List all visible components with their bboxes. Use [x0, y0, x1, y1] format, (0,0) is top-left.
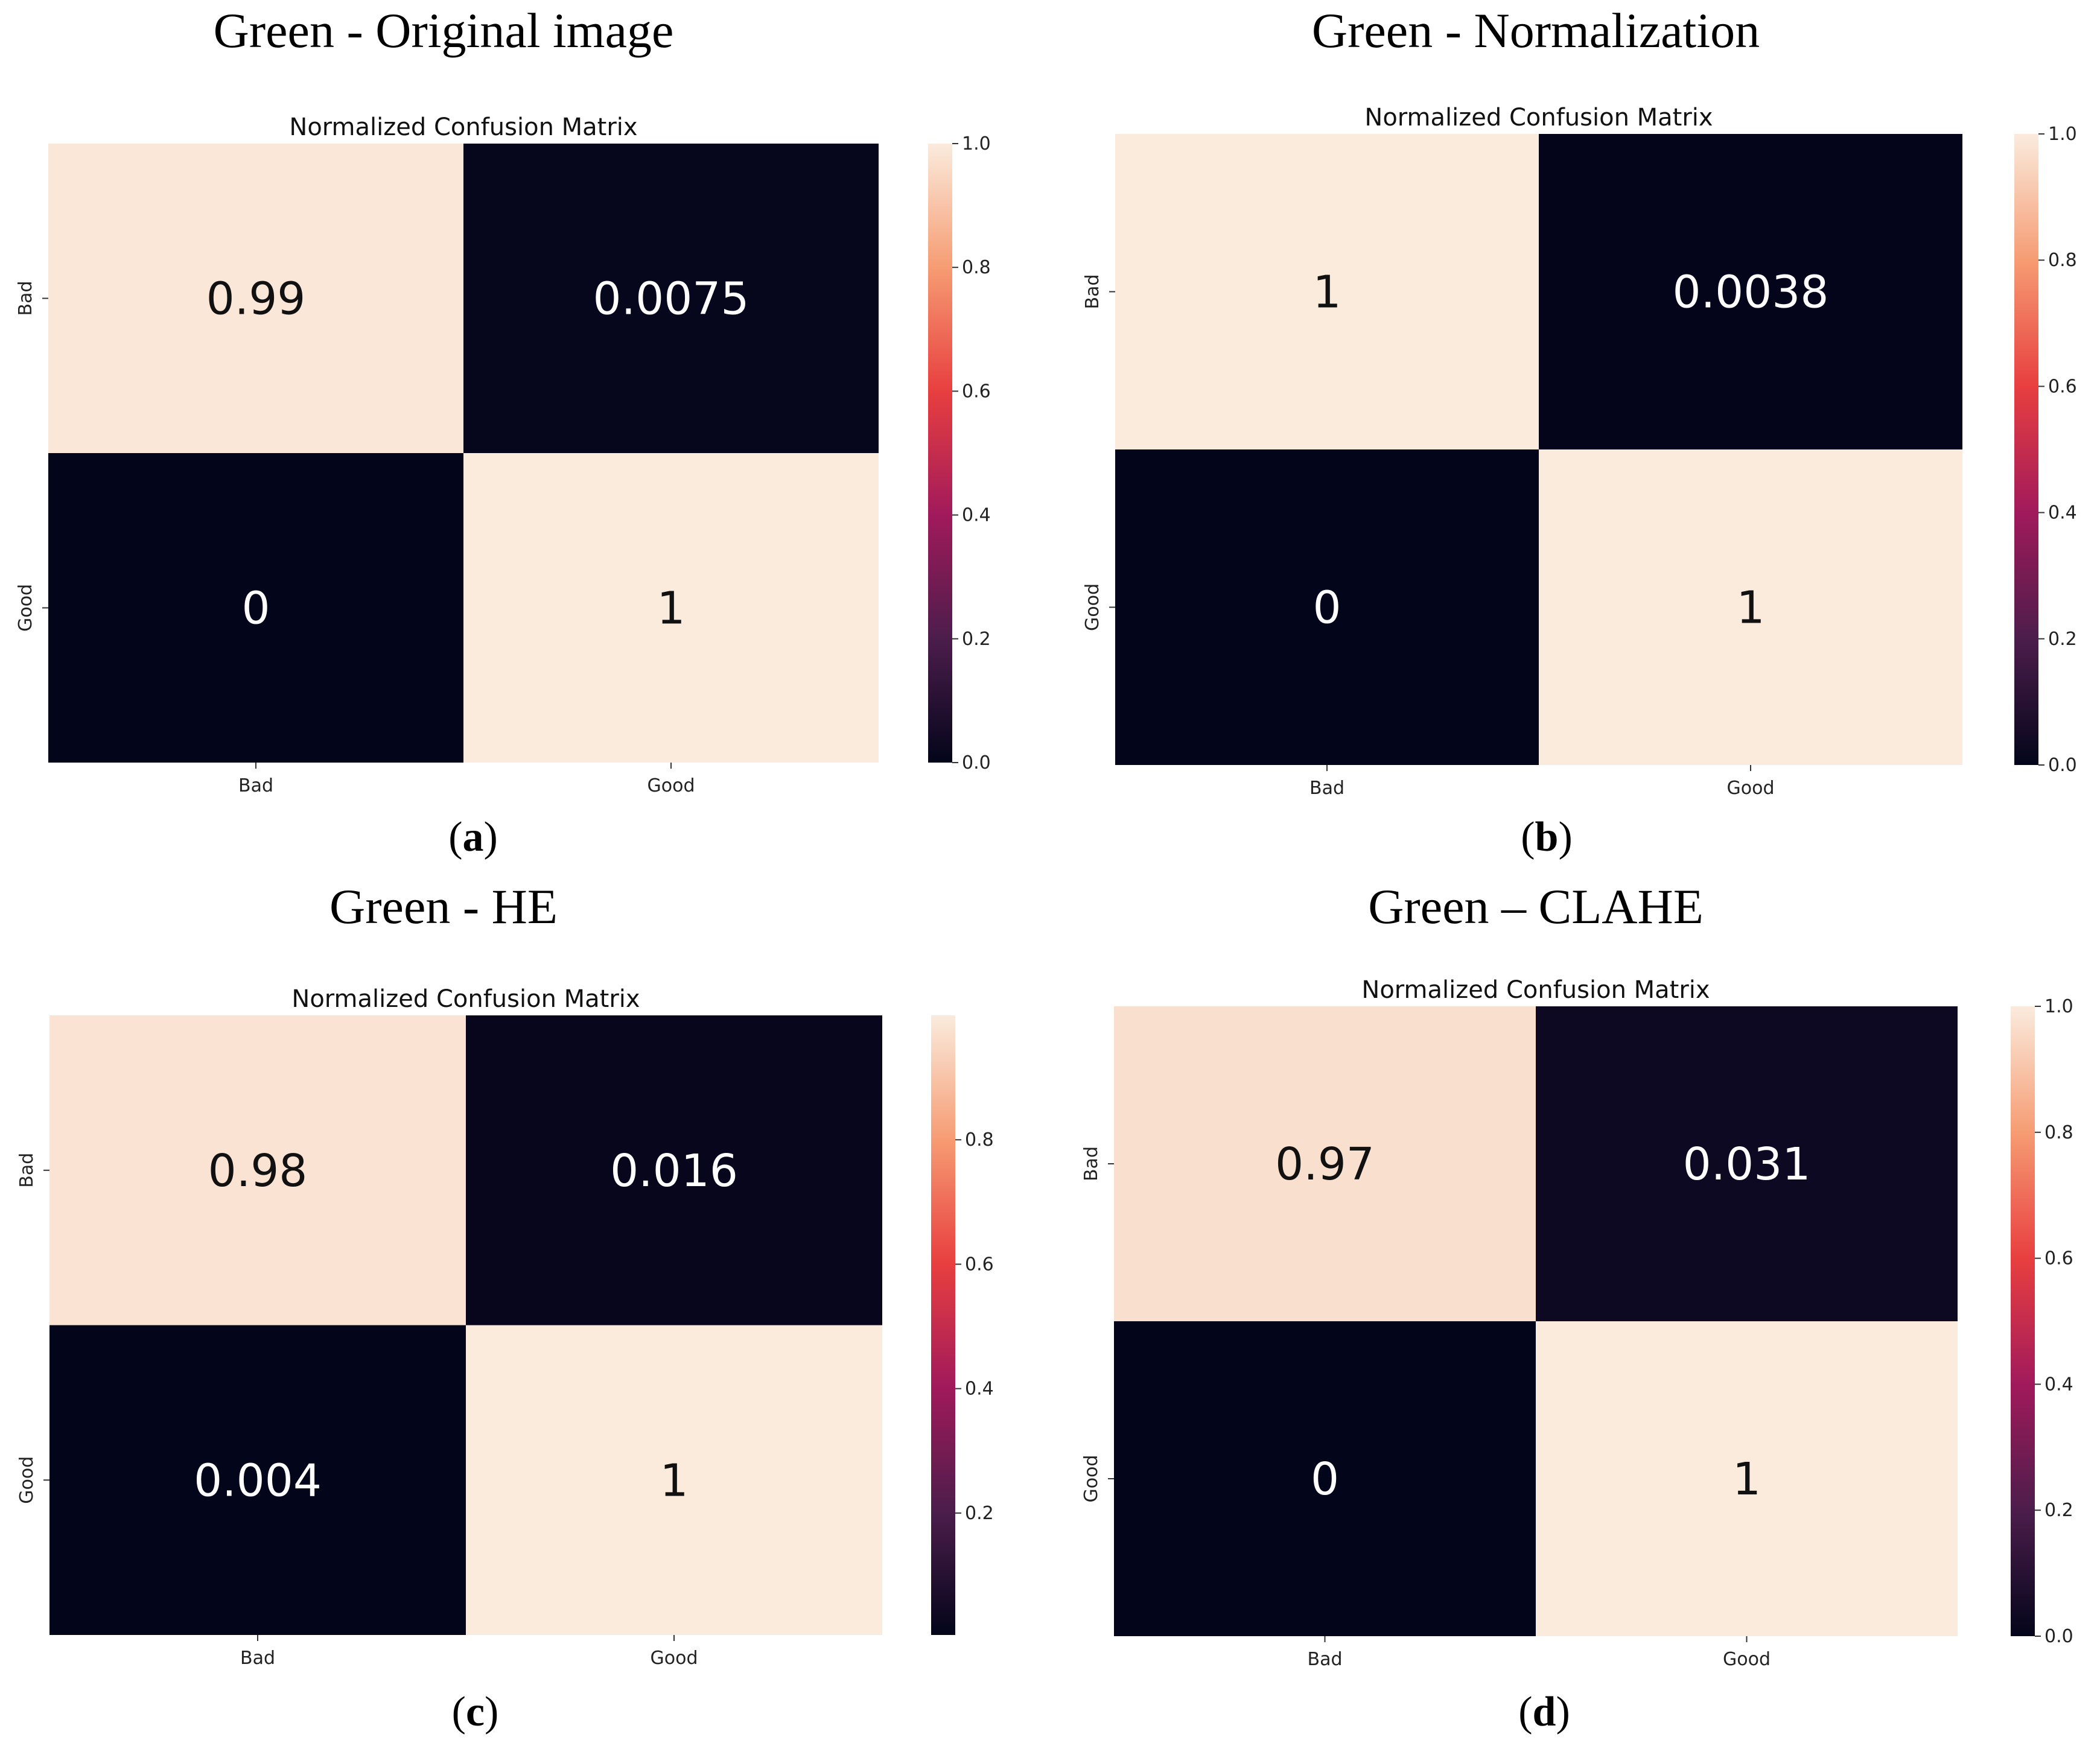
confusion-matrix-panel: Green - Original image Normalized Confusi…: [15, 3, 991, 860]
matrix-title: Normalized Confusion Matrix: [1361, 976, 1710, 1004]
cell-value-label: 0: [1311, 1453, 1339, 1505]
y-tick-label: Bad: [15, 281, 36, 316]
confusion-matrix-panel: Green - Normalization Normalized Confusio…: [1082, 3, 2077, 860]
cell-value-label: 0.0038: [1673, 267, 1829, 319]
colorbar-tick-label: 0.8: [962, 257, 991, 278]
y-tick-label: Bad: [1081, 1146, 1102, 1181]
x-tick-label: Good: [651, 1648, 698, 1669]
cell-value-label: 1: [1736, 582, 1764, 634]
heatmap-cell: [463, 144, 879, 453]
heatmap-cell: [1536, 1321, 1958, 1636]
x-tick-label: Bad: [1309, 778, 1344, 799]
confusion-matrix-panel: Green - HE Normalized Confusion Matrix 0.9…: [16, 879, 994, 1735]
colorbar-tick-label: 0.4: [962, 505, 991, 526]
cell-value-label: 0: [1312, 582, 1341, 634]
panel-title: Green - Normalization: [1312, 3, 1760, 58]
y-tick-label: Bad: [16, 1153, 37, 1188]
colorbar-tick-label: 1.0: [2044, 996, 2073, 1017]
colorbar-tick-label: 1.0: [962, 133, 991, 154]
x-tick-label: Bad: [240, 1648, 275, 1669]
panel-caption: (c): [452, 1689, 499, 1735]
x-tick-label: Bad: [1307, 1649, 1342, 1670]
heatmap-cell: [1539, 134, 1962, 449]
colorbar-tick-label: 0.2: [2044, 1500, 2073, 1521]
matrix-title: Normalized Confusion Matrix: [289, 113, 637, 141]
colorbar: [928, 144, 952, 763]
colorbar-tick-label: 0.6: [2048, 376, 2077, 397]
confusion-matrix-panel: Green – CLAHE Normalized Confusion Matrix…: [1081, 879, 2073, 1735]
heatmap-cell: [48, 453, 463, 763]
colorbar-tick-label: 0.2: [2048, 629, 2077, 650]
colorbar: [931, 1015, 955, 1635]
colorbar-tick-label: 0.2: [965, 1503, 994, 1524]
heatmap-cell: [466, 1015, 882, 1325]
panel-caption: (d): [1518, 1689, 1570, 1735]
colorbar-tick-label: 0.0: [962, 752, 991, 773]
cell-value-label: 0.0075: [593, 273, 749, 325]
matrix-title: Normalized Confusion Matrix: [291, 985, 640, 1013]
x-tick-label: Good: [648, 775, 695, 796]
y-tick-label: Good: [1081, 1455, 1102, 1503]
cell-value-label: 1: [657, 583, 685, 635]
colorbar-tick-label: 0.4: [2048, 503, 2077, 524]
panel-title: Green – CLAHE: [1368, 879, 1704, 934]
heatmap-cell: [1539, 449, 1962, 765]
cell-value-label: 0.004: [194, 1455, 322, 1506]
y-tick-label: Good: [15, 584, 36, 632]
cell-value-label: 0.97: [1275, 1138, 1375, 1190]
x-tick-label: Good: [1723, 1649, 1771, 1670]
panel-title: Green - Original image: [214, 3, 674, 58]
panel-caption: (a): [448, 814, 498, 860]
colorbar: [2011, 1006, 2035, 1636]
x-tick-label: Good: [1727, 778, 1775, 799]
cell-value-label: 0.98: [208, 1145, 308, 1197]
colorbar-tick-label: 0.8: [2044, 1122, 2073, 1143]
heatmap-cell: [1536, 1006, 1958, 1321]
cell-value-label: 1: [660, 1455, 688, 1506]
y-tick-label: Good: [1082, 583, 1103, 631]
colorbar-tick-label: 0.2: [962, 629, 991, 650]
heatmap-cell: [48, 144, 463, 453]
colorbar-tick-label: 0.0: [2044, 1626, 2073, 1647]
heatmap-cell: [466, 1325, 882, 1635]
colorbar-tick-label: 0.8: [965, 1129, 994, 1151]
matrix-title: Normalized Confusion Matrix: [1364, 104, 1713, 132]
colorbar-tick-label: 1.0: [2048, 124, 2077, 145]
colorbar-tick-label: 0.4: [965, 1379, 994, 1400]
heatmap-cell: [1115, 449, 1539, 765]
panel-title: Green - HE: [329, 879, 558, 934]
y-tick-label: Good: [16, 1456, 37, 1504]
colorbar-tick-label: 0.6: [2044, 1248, 2073, 1269]
colorbar-tick-label: 0.8: [2048, 250, 2077, 271]
heatmap-cell: [1114, 1321, 1536, 1636]
colorbar-tick-label: 0.0: [2048, 755, 2077, 776]
colorbar: [2014, 134, 2038, 765]
heatmap-cell: [49, 1015, 466, 1325]
heatmap-cell: [49, 1325, 466, 1635]
heatmap-cell: [1115, 134, 1539, 449]
colorbar-tick-label: 0.6: [962, 381, 991, 402]
cell-value-label: 0.99: [206, 273, 306, 325]
cell-value-label: 1: [1732, 1453, 1761, 1505]
panel-caption: (b): [1521, 814, 1573, 860]
heatmap-cell: [463, 453, 879, 763]
cell-value-label: 1: [1312, 267, 1341, 319]
cell-value-label: 0: [241, 583, 270, 635]
colorbar-tick-label: 0.6: [965, 1254, 994, 1275]
heatmap-cell: [1114, 1006, 1536, 1321]
cell-value-label: 0.016: [610, 1145, 738, 1197]
cell-value-label: 0.031: [1683, 1138, 1811, 1190]
colorbar-tick-label: 0.4: [2044, 1374, 2073, 1395]
y-tick-label: Bad: [1082, 274, 1103, 309]
x-tick-label: Bad: [238, 775, 273, 796]
